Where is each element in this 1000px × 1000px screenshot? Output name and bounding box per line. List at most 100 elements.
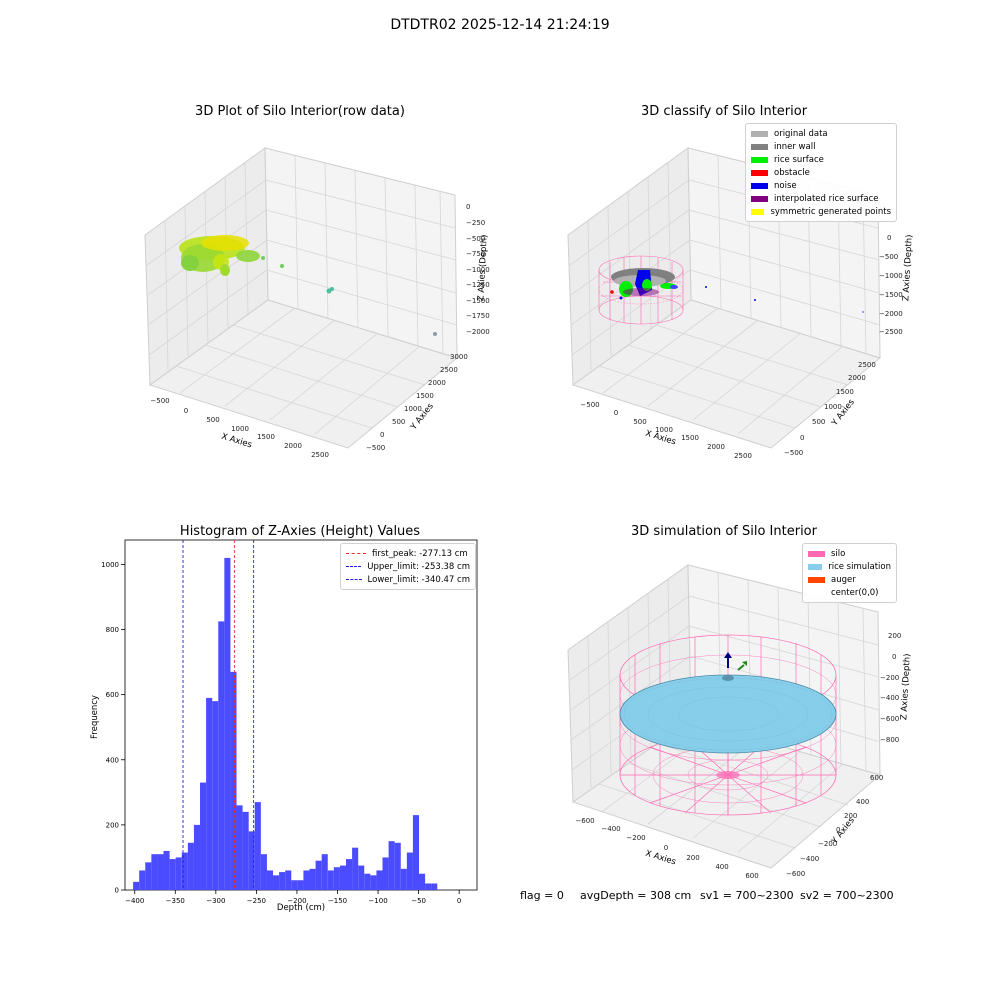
histogram-bar — [285, 870, 292, 890]
panel2-y-ticks: −500 0 500 1000 1500 2000 2500 — [784, 361, 876, 457]
svg-text:−200: −200 — [818, 840, 837, 848]
svg-text:−200: −200 — [880, 674, 899, 682]
y-tick-label: 800 — [106, 626, 119, 634]
panel2-x-ticks: −500 0 500 1000 1500 2000 2500 — [580, 401, 752, 460]
panel2-zlabel: Z Axies (Depth) — [901, 234, 914, 301]
svg-text:3000: 3000 — [450, 353, 468, 361]
svg-text:1000: 1000 — [824, 403, 842, 411]
x-tick-label: −300 — [206, 897, 225, 905]
panel4-title: 3D simulation of Silo Interior — [631, 524, 817, 539]
legend-item-rice-surface: rice surface — [751, 153, 891, 166]
svg-text:−500: −500 — [150, 397, 169, 405]
histogram-bar — [236, 805, 243, 890]
svg-text:1000: 1000 — [231, 425, 249, 433]
legend-item-obstacle: obstacle — [751, 166, 891, 179]
x-tick-label: 0 — [457, 897, 461, 905]
legend-item-upper-limit: Upper_limit: -253.38 cm — [346, 560, 470, 573]
panel4-zlabel: Z Axies (Depth) — [899, 653, 912, 720]
histogram-bar — [382, 857, 389, 890]
panel4-z-ticks: 200 0 −200 −400 −600 −800 — [880, 632, 901, 744]
svg-text:1500: 1500 — [836, 388, 854, 396]
svg-text:−2000: −2000 — [879, 310, 903, 318]
histogram-bar — [297, 880, 304, 890]
svg-text:400: 400 — [856, 798, 869, 806]
panel1-3d-plot: −500 0 500 1000 1500 2000 2500 X Axies −… — [144, 147, 490, 459]
svg-text:500: 500 — [206, 416, 219, 424]
histogram-bar — [218, 621, 225, 890]
histogram-bar — [339, 865, 347, 890]
panel2-legend: original data inner wall rice surface ob… — [745, 123, 897, 222]
panel3-title: Histogram of Z-Axies (Height) Values — [179, 524, 421, 539]
legend-item-noise: noise — [751, 179, 891, 192]
legend-item-interpolated-rice-surface: interpolated rice surface — [751, 192, 891, 205]
panel4-y-ticks: −600 −400 −200 0 200 400 600 — [786, 774, 883, 878]
svg-text:−600: −600 — [786, 870, 805, 878]
panel2-ylabel: Y Axies — [829, 397, 857, 429]
histogram-bar — [157, 854, 164, 890]
histogram-bar — [376, 870, 383, 890]
svg-text:−500: −500 — [784, 449, 803, 457]
histogram-bar — [163, 850, 170, 890]
legend-item-original-data: original data — [751, 127, 891, 140]
auger-arrows — [724, 652, 747, 671]
histogram-bar — [358, 865, 365, 890]
svg-text:500: 500 — [633, 418, 646, 426]
histogram-bar — [169, 859, 176, 890]
svg-text:−400: −400 — [880, 694, 899, 702]
footer-avg-depth: avgDepth = 308 cm — [580, 889, 692, 902]
svg-text:2000: 2000 — [284, 442, 302, 450]
svg-text:400: 400 — [715, 863, 728, 871]
histogram-bar — [200, 782, 207, 890]
svg-text:0: 0 — [380, 431, 384, 439]
svg-text:0: 0 — [800, 434, 804, 442]
histogram-bar — [279, 872, 286, 890]
y-tick-label: 600 — [106, 691, 119, 699]
histogram-bar — [254, 802, 261, 890]
svg-text:−2500: −2500 — [879, 328, 903, 336]
svg-text:−500: −500 — [366, 444, 385, 452]
panel4-xlabel: X Axies — [644, 849, 677, 868]
svg-text:2500: 2500 — [311, 451, 329, 459]
svg-text:1500: 1500 — [257, 433, 275, 441]
x-tick-label: −400 — [125, 897, 144, 905]
svg-text:0: 0 — [614, 409, 618, 417]
svg-text:−600: −600 — [880, 715, 899, 723]
x-tick-label: −150 — [328, 897, 347, 905]
legend-item-center: center(0,0) — [808, 586, 891, 599]
svg-text:−750: −750 — [466, 250, 485, 258]
histogram-bar — [212, 701, 219, 890]
histogram-bar — [346, 859, 353, 890]
histogram-bar — [394, 842, 401, 890]
svg-text:200: 200 — [686, 854, 699, 862]
svg-text:500: 500 — [812, 418, 825, 426]
panel1-z-ticks: 0 −250 −500 −750 −1000 −1250 −1500 −1750… — [466, 203, 490, 336]
histogram-bar — [181, 852, 188, 890]
histogram-bar — [260, 854, 267, 890]
figure-title: DTDTR02 2025-12-14 21:24:19 — [390, 17, 610, 33]
svg-text:1000: 1000 — [404, 405, 422, 413]
histogram-bar — [333, 867, 340, 890]
histogram-bar — [352, 847, 359, 890]
svg-text:−1500: −1500 — [879, 291, 903, 299]
x-tick-label: −250 — [247, 897, 266, 905]
panel2-title: 3D classify of Silo Interior — [640, 104, 808, 119]
histogram-vlines — [182, 540, 255, 890]
histogram-bar — [145, 862, 152, 890]
histogram-y-ticks: 0 200 400 600 800 1000 — [101, 561, 125, 895]
histogram-bar — [303, 870, 310, 890]
svg-text:−200: −200 — [626, 834, 645, 842]
panel1-xlabel: X Axies — [220, 432, 253, 451]
histogram-bar — [400, 868, 407, 890]
panel2-3d-plot: −500 0 500 1000 1500 2000 2500 X Axies −… — [567, 147, 915, 460]
histogram-bar — [133, 881, 140, 890]
svg-text:−400: −400 — [601, 825, 620, 833]
svg-text:−1750: −1750 — [466, 312, 490, 320]
svg-text:1000: 1000 — [655, 426, 673, 434]
svg-text:2000: 2000 — [428, 379, 446, 387]
svg-text:0: 0 — [892, 653, 896, 661]
svg-text:600: 600 — [870, 774, 883, 782]
x-tick-label: −200 — [287, 897, 306, 905]
panel2-classified-points — [610, 268, 864, 313]
legend-item-silo: silo — [808, 547, 891, 560]
footer-sv2: sv2 = 700~2300 — [800, 889, 894, 902]
